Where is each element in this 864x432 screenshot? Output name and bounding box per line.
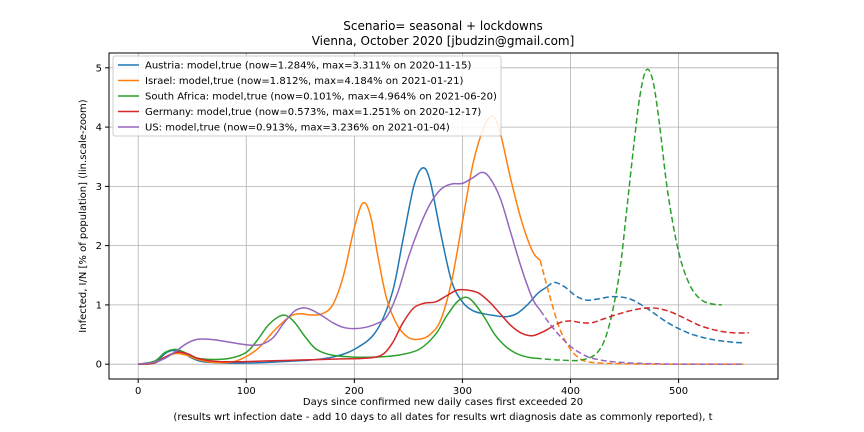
y-tick-label-0: 0 [96, 360, 102, 371]
x-tick-label-0: 0 [135, 386, 141, 397]
y-tick-label-5: 5 [96, 63, 102, 74]
plot-frame [108, 52, 779, 380]
legend-entry-2: South Africa: model,true (now=0.101%, ma… [145, 92, 497, 103]
series-0-dashed-line [546, 281, 744, 344]
legend-entry-4: US: model,true (now=0.913%, max=3.236% o… [145, 123, 450, 134]
series-4-dashed-line [539, 309, 744, 365]
series-3-dashed-line [548, 307, 749, 334]
chart-subtitle: Vienna, October 2020 [jbudzin@gmail.com] [312, 34, 575, 48]
series-4-solid-line [138, 171, 541, 365]
legend-entry-1: Israel: model,true (now=1.812%, max=4.18… [145, 76, 464, 87]
series-2-solid-line [138, 296, 537, 365]
series-2-dashed-line [535, 68, 722, 362]
y-tick-label-3: 3 [96, 182, 102, 193]
x-axis-label-line2: (results wrt infection date - add 10 day… [173, 412, 712, 423]
legend-entry-3: Germany: model,true (now=0.573%, max=1.2… [145, 107, 481, 118]
x-tick-label-4: 400 [561, 386, 580, 397]
x-tick-label-5: 500 [669, 386, 688, 397]
x-tick-label-3: 300 [453, 386, 472, 397]
series-0-solid-line [138, 167, 548, 365]
series-layer [138, 68, 749, 365]
legend: Austria: model,true (now=1.284%, max=3.3… [112, 55, 502, 137]
x-tick-label-2: 200 [345, 386, 364, 397]
legend-box [112, 55, 502, 137]
series-3-solid-line [138, 288, 550, 365]
x-axis-label-line1: Days since confirmed new daily cases fir… [303, 397, 583, 408]
x-tick-label-1: 100 [237, 386, 256, 397]
y-tick-label-1: 1 [96, 300, 102, 311]
y-axis-label: Infected, I/N [% of population] (lin.sca… [78, 99, 89, 332]
series-1-dashed-line [539, 260, 744, 365]
ticks: 0 100 200 300 400 500 0 1 2 3 4 5 [96, 63, 688, 397]
chart-title: Scenario= seasonal + lockdowns [343, 19, 542, 33]
legend-entry-0: Austria: model,true (now=1.284%, max=3.3… [145, 61, 472, 72]
y-tick-label-4: 4 [96, 123, 102, 134]
y-tick-label-2: 2 [96, 241, 102, 252]
series-1-solid-line [138, 115, 541, 365]
